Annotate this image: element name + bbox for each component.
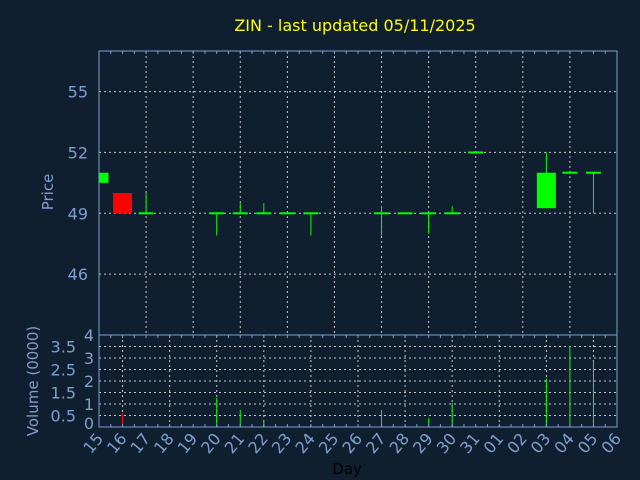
x-tick-label: 28 bbox=[386, 429, 414, 457]
candle-body bbox=[256, 212, 272, 215]
candle-body bbox=[303, 212, 319, 215]
volume-panel-frame bbox=[98, 334, 618, 428]
price-tick-label: 52 bbox=[68, 143, 88, 162]
volume-tick-label: 0.5 bbox=[51, 407, 76, 426]
x-tick-label: 02 bbox=[503, 429, 531, 457]
x-tick-label: 21 bbox=[221, 429, 249, 457]
volume-tick-label: 1 bbox=[84, 395, 94, 414]
x-tick-label: 05 bbox=[574, 429, 602, 457]
x-tick-label: 19 bbox=[174, 429, 202, 457]
candle-body bbox=[468, 151, 484, 154]
x-tick-label: 22 bbox=[244, 429, 272, 457]
x-tick-label: 26 bbox=[338, 429, 366, 457]
volume-tick-label: 0 bbox=[84, 414, 94, 433]
x-tick-label: 25 bbox=[315, 429, 343, 457]
candle-body bbox=[374, 212, 390, 215]
volume-tick-label: 3.5 bbox=[51, 338, 76, 357]
x-tick-label: 01 bbox=[480, 429, 508, 457]
price-tick-label: 49 bbox=[68, 204, 88, 223]
x-tick-label: 30 bbox=[433, 429, 461, 457]
x-tick-label: 20 bbox=[197, 429, 225, 457]
candle-body bbox=[444, 212, 460, 215]
price-tick-label: 55 bbox=[68, 83, 88, 102]
plot-marks bbox=[99, 151, 601, 427]
x-tick-label: 29 bbox=[409, 429, 437, 457]
candle-body bbox=[279, 212, 295, 215]
chart-title: ZIN - last updated 05/11/2025 bbox=[234, 16, 475, 35]
y-axis-label-volume: Volume (0000) bbox=[24, 326, 42, 436]
candle-body bbox=[113, 193, 133, 214]
volume-tick-label: 3 bbox=[84, 349, 94, 368]
x-tick-label: 24 bbox=[291, 429, 319, 457]
candle-body bbox=[99, 172, 109, 183]
candle-body bbox=[232, 212, 248, 215]
price-tick-label: 46 bbox=[68, 265, 88, 284]
x-tick-label: 18 bbox=[150, 429, 178, 457]
volume-tick-label: 4 bbox=[84, 326, 94, 345]
x-tick-label: 31 bbox=[456, 429, 484, 457]
y-axis-label-price: Price bbox=[39, 174, 57, 211]
volume-tick-label: 1.5 bbox=[51, 384, 76, 403]
candle-body bbox=[562, 171, 578, 174]
x-axis-label: Day bbox=[332, 460, 362, 478]
volume-tick-label: 2 bbox=[84, 372, 94, 391]
candle-body bbox=[138, 212, 154, 215]
volume-tick-label: 2.5 bbox=[51, 361, 76, 380]
x-tick-label: 04 bbox=[550, 429, 578, 457]
candle-body bbox=[209, 212, 225, 215]
x-tick-label: 23 bbox=[268, 429, 296, 457]
x-tick-label: 27 bbox=[362, 429, 390, 457]
candle-body bbox=[536, 172, 556, 209]
candle-body bbox=[421, 212, 437, 215]
candle-body bbox=[585, 171, 601, 174]
x-tick-label: 06 bbox=[597, 429, 625, 457]
x-tick-label: 16 bbox=[103, 429, 131, 457]
x-tick-label: 17 bbox=[127, 429, 155, 457]
candle-body bbox=[397, 212, 413, 215]
x-tick-label: 03 bbox=[527, 429, 555, 457]
x-tick-label: 15 bbox=[79, 429, 107, 457]
